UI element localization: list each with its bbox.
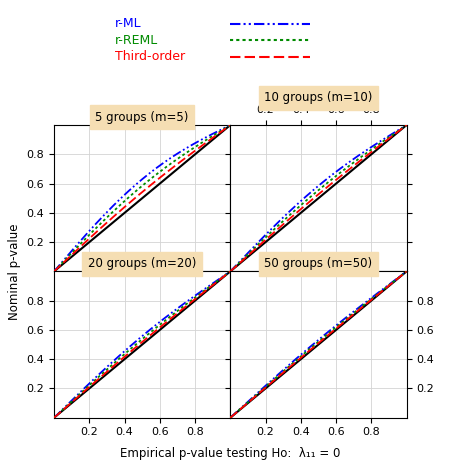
Title: 20 groups (m=20): 20 groups (m=20) [88,257,196,270]
Text: Empirical p-value testing Ho:  λ₁₁ = 0: Empirical p-value testing Ho: λ₁₁ = 0 [120,447,340,460]
Title: 10 groups (m=10): 10 groups (m=10) [264,91,373,104]
Title: 50 groups (m=50): 50 groups (m=50) [264,257,373,270]
Text: r-REML: r-REML [115,34,158,47]
Text: r-ML: r-ML [115,17,142,30]
Title: 5 groups (m=5): 5 groups (m=5) [95,111,189,124]
Text: Nominal p-value: Nominal p-value [8,223,21,320]
Text: Third-order: Third-order [115,50,185,63]
